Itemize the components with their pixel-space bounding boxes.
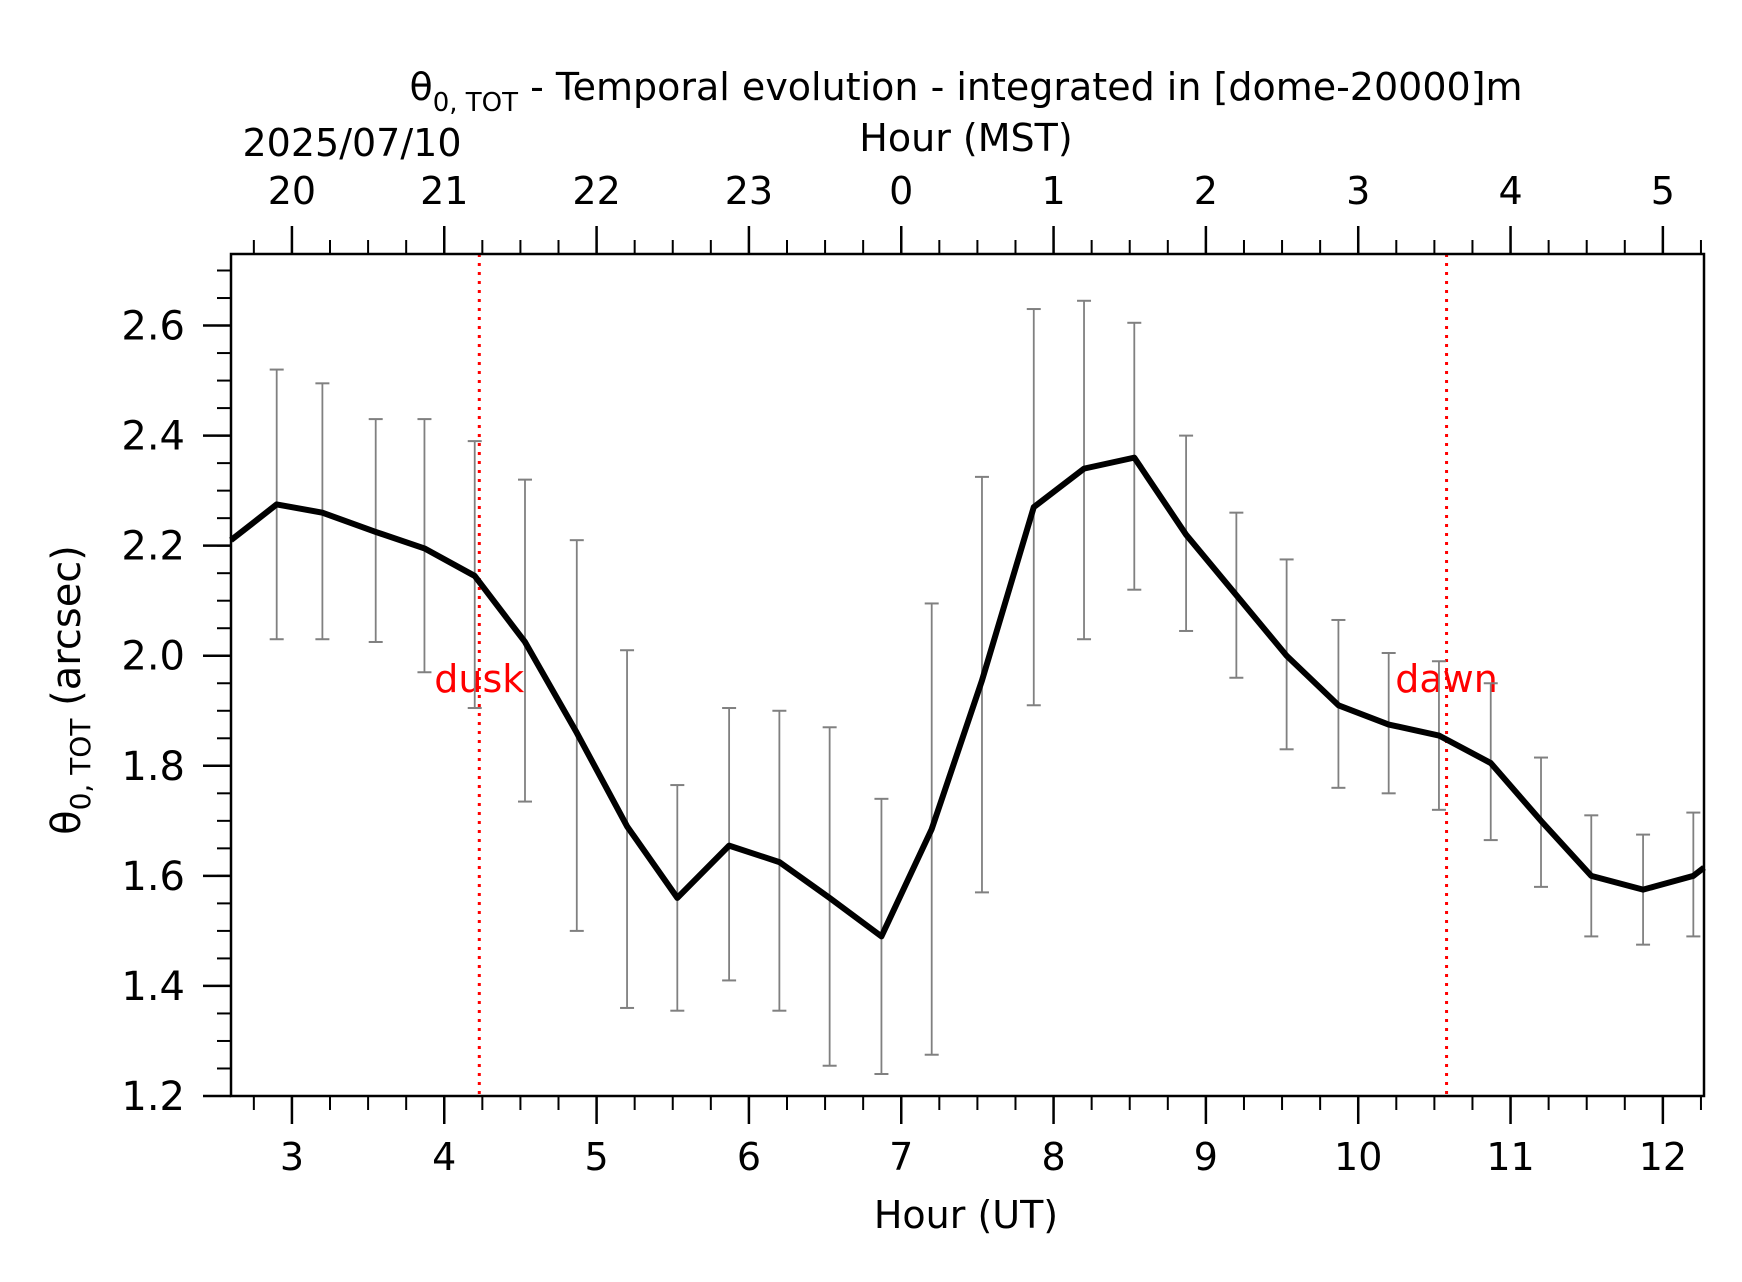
axis-ticks [203, 226, 1702, 1124]
top-tick-label: 0 [889, 169, 913, 213]
y-axis-label: θ0, TOT (arcsec) [44, 545, 97, 835]
x-tick-label: 10 [1334, 1135, 1382, 1179]
top-axis-label: Hour (MST) [859, 116, 1072, 160]
top-tick-label: 4 [1498, 169, 1522, 213]
dusk-label: dusk [434, 657, 524, 701]
top-tick-label: 20 [268, 169, 316, 213]
x-tick-label: 12 [1639, 1135, 1687, 1179]
top-tick-label: 22 [572, 169, 620, 213]
x-tick-label: 9 [1194, 1135, 1218, 1179]
y-tick-label: 2.6 [121, 304, 185, 350]
y-tick-label: 1.8 [121, 744, 185, 790]
top-tick-label: 3 [1346, 169, 1370, 213]
data-series [229, 454, 1706, 940]
x-tick-label: 5 [584, 1135, 608, 1179]
date-label: 2025/07/10 [242, 121, 461, 165]
plot-frame [229, 252, 1706, 1098]
top-tick-label: 1 [1041, 169, 1065, 213]
top-tick-label: 5 [1651, 169, 1675, 213]
y-tick-label: 1.4 [121, 964, 185, 1010]
top-tick-label: 23 [725, 169, 773, 213]
x-tick-label: 3 [280, 1135, 304, 1179]
dawn-label: dawn [1395, 657, 1498, 701]
x-tick-label: 8 [1041, 1135, 1065, 1179]
series-line [229, 454, 1706, 940]
ylabel-symbol: θ [44, 810, 90, 834]
title-subscript: 0, TOT [433, 88, 518, 118]
title-symbol: θ [409, 65, 432, 109]
chart-title: θ0, TOT - Temporal evolution - integrate… [409, 65, 1522, 118]
reference-lines: dusk dawn [434, 254, 1498, 1096]
ylabel-unit: (arcsec) [44, 545, 90, 718]
y-tick-label: 2.2 [121, 524, 185, 570]
ylabel-subscript: 0, TOT [64, 718, 97, 811]
x-tick-label: 6 [737, 1135, 761, 1179]
x-tick-label: 7 [889, 1135, 913, 1179]
y-tick-label: 2.4 [121, 414, 185, 460]
title-main: - Temporal evolution - integrated in [do… [518, 65, 1523, 109]
y-tick-label: 1.2 [121, 1074, 185, 1120]
x-axis-label: Hour (UT) [874, 1193, 1058, 1237]
x-tick-label: 4 [432, 1135, 456, 1179]
top-tick-label: 21 [420, 169, 468, 213]
x-tick-label: 11 [1486, 1135, 1534, 1179]
top-tick-label: 2 [1194, 169, 1218, 213]
y-tick-label: 2.0 [121, 634, 185, 680]
y-tick-label: 1.6 [121, 854, 185, 900]
